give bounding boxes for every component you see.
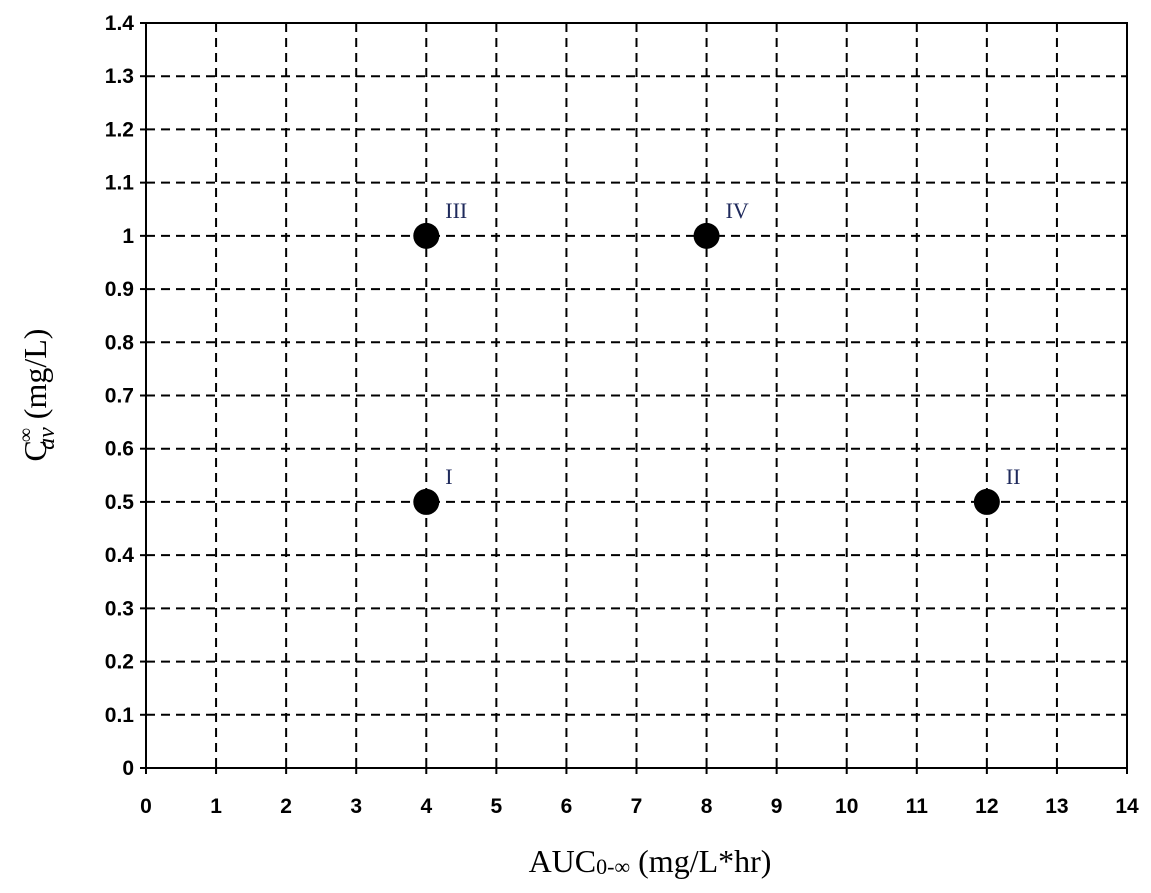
x-tick-label: 2 <box>280 795 292 818</box>
x-tick-label: 6 <box>561 795 573 818</box>
y-tick-label: 1 <box>122 225 134 248</box>
x-tick-label: 4 <box>420 795 432 818</box>
x-tick-label: 0 <box>140 795 152 818</box>
y-tick-label: 0 <box>122 757 134 780</box>
point-label: I <box>445 464 452 489</box>
x-label-sub: 0-∞ <box>596 854 630 879</box>
x-tick-label: 1 <box>210 795 222 818</box>
y-tick-label: 0.8 <box>105 331 135 354</box>
y-tick-label: 0.3 <box>105 597 134 620</box>
x-tick-label: 9 <box>771 795 783 818</box>
x-tick-label: 11 <box>906 795 929 818</box>
y-tick-label: 0.6 <box>105 438 134 461</box>
x-tick-label: 3 <box>350 795 362 818</box>
y-tick-label: 0.4 <box>105 544 135 567</box>
x-label-base: AUC <box>529 843 597 879</box>
point <box>693 222 720 249</box>
x-tick-label: 5 <box>491 795 503 818</box>
y-label-sup: ∞ <box>15 428 37 442</box>
point-label: IV <box>726 198 749 223</box>
y-tick-label: 0.7 <box>105 385 134 408</box>
x-tick-label: 14 <box>1115 795 1139 818</box>
point-label: III <box>445 198 467 223</box>
point <box>413 222 440 249</box>
y-label-sub: av <box>34 427 60 450</box>
x-tick-label: 13 <box>1045 795 1068 818</box>
y-tick-label: 1.3 <box>105 65 134 88</box>
point <box>973 488 1000 515</box>
y-label-base: C <box>17 440 53 461</box>
x-label-unit: (mg/L*hr) <box>630 843 771 879</box>
y-tick-label: 0.1 <box>105 704 135 727</box>
point <box>413 488 440 515</box>
y-axis-label: C∞av (mg/L) <box>15 329 60 462</box>
y-tick-label: 0.5 <box>105 491 135 514</box>
x-tick-label: 12 <box>975 795 998 818</box>
plot-border <box>145 22 1128 769</box>
y-label-unit: (mg/L) <box>17 329 53 428</box>
x-axis-label: AUC0-∞ (mg/L*hr) <box>529 843 772 879</box>
y-tick-label: 0.9 <box>105 278 134 301</box>
x-tick-label: 7 <box>631 795 643 818</box>
y-tick-label: 1.2 <box>105 118 134 141</box>
y-tick-label: 1.1 <box>105 172 135 195</box>
x-tick-label: 8 <box>701 795 713 818</box>
y-tick-label: 0.2 <box>105 651 134 674</box>
x-tick-label: 10 <box>835 795 858 818</box>
y-tick-label: 1.4 <box>105 12 135 35</box>
point-label: II <box>1006 464 1021 489</box>
